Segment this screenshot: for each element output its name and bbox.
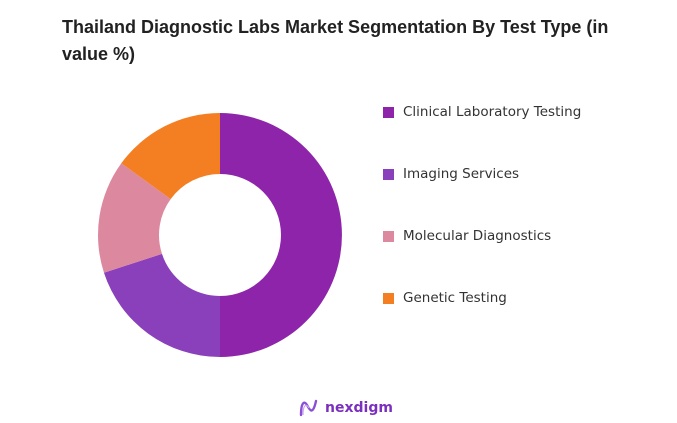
- legend-label: Clinical Laboratory Testing: [403, 104, 582, 120]
- legend-label: Genetic Testing: [403, 290, 507, 306]
- legend-swatch: [383, 168, 394, 180]
- brand-name: nexdigm: [325, 400, 393, 416]
- legend-swatch: [383, 106, 394, 118]
- legend-label: Molecular Diagnostics: [403, 228, 552, 244]
- donut-slice-molecular-diagnostics: [97, 163, 171, 273]
- donut-slice-imaging-services: [103, 253, 220, 357]
- nexdigm-logo: nexdigm: [299, 399, 393, 417]
- donut-slice-clinical-laboratory-testing: [220, 113, 342, 357]
- legend-item: Imaging Services: [383, 166, 519, 182]
- legend-swatch: [383, 230, 394, 242]
- legend-item: Genetic Testing: [383, 290, 507, 306]
- legend-swatch: [383, 292, 394, 304]
- legend-item: Molecular Diagnostics: [383, 228, 551, 244]
- legend-item: Clinical Laboratory Testing: [383, 104, 581, 120]
- nexdigm-logo-icon: [299, 399, 318, 417]
- chart-title: Thailand Diagnostic Labs Market Segmenta…: [62, 17, 609, 64]
- legend-label: Imaging Services: [403, 166, 520, 182]
- donut-slice-genetic-testing: [121, 113, 220, 200]
